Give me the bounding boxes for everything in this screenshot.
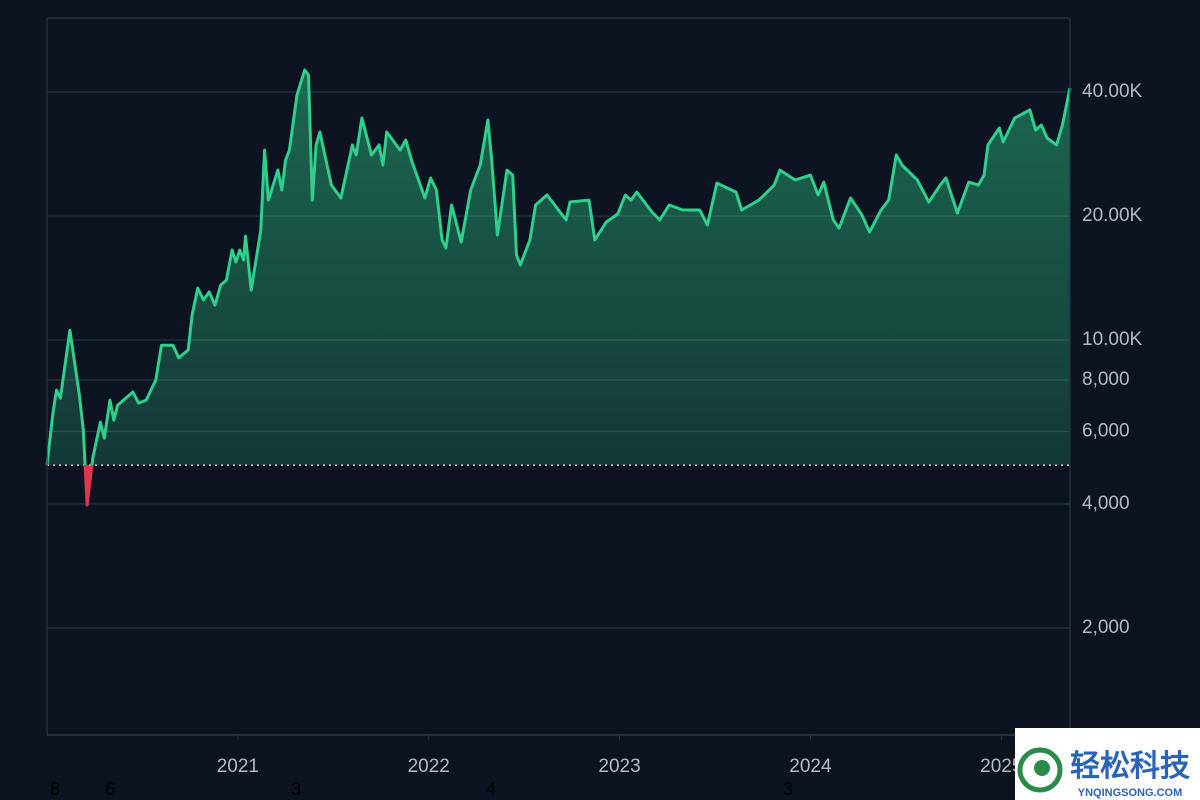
y-tick-label: 40.00K bbox=[1082, 81, 1143, 102]
watermark-icon-dot bbox=[1034, 760, 1050, 776]
watermark: 轻松科技 YNQINGSONG.COM bbox=[1015, 728, 1200, 800]
y-tick-label: 6,000 bbox=[1082, 420, 1130, 441]
footer-label: 8 bbox=[50, 779, 60, 799]
y-tick-label: 20.00K bbox=[1082, 205, 1143, 226]
x-tick-label: 2023 bbox=[598, 756, 640, 777]
watermark-subtitle: YNQINGSONG.COM bbox=[1078, 787, 1183, 799]
watermark-title: 轻松科技 bbox=[1070, 750, 1190, 783]
x-tick-label: 2024 bbox=[789, 756, 832, 777]
area-fill bbox=[47, 70, 1070, 466]
footer-label: 3 bbox=[291, 779, 301, 799]
price-line bbox=[45, 68, 1072, 466]
x-tick-label: 2022 bbox=[408, 756, 450, 777]
frame bbox=[46, 17, 1071, 736]
y-tick-label: 8,000 bbox=[1082, 369, 1130, 390]
footer-label: 4 bbox=[486, 779, 496, 799]
x-tick-label: 2025 bbox=[980, 756, 1022, 777]
plot bbox=[45, 68, 1072, 507]
labels: 2,000 4,000 6,000 8,000 10.00K 20.00K 40.00K 20… bbox=[50, 81, 1143, 799]
y-tick-label: 10.00K bbox=[1082, 329, 1143, 350]
y-tick-label: 4,000 bbox=[1082, 493, 1130, 514]
footer-label: 3 bbox=[783, 779, 793, 799]
y-tick-label: 2,000 bbox=[1082, 617, 1130, 638]
footer-label: 6 bbox=[105, 779, 115, 799]
x-tick-label: 2021 bbox=[217, 756, 259, 777]
